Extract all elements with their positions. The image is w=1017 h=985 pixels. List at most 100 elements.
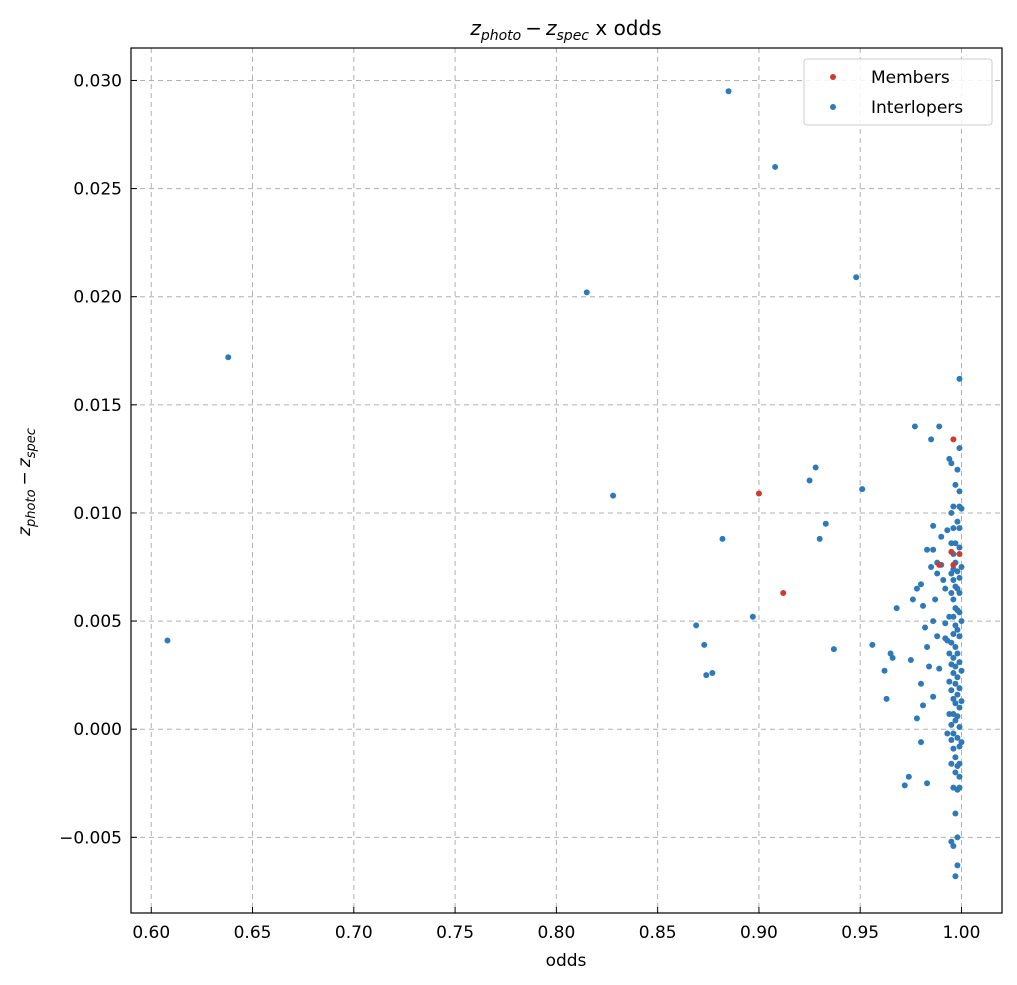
point-interlopers (942, 585, 949, 592)
point-interlopers (901, 782, 908, 789)
point-interlopers (948, 589, 955, 596)
point-interlopers (952, 754, 959, 761)
point-interlopers (956, 633, 963, 640)
data-points (164, 88, 965, 880)
point-interlopers (946, 650, 953, 657)
point-interlopers (940, 576, 947, 583)
point-interlopers (930, 618, 937, 625)
point-interlopers (950, 631, 957, 638)
point-interlopers (950, 613, 957, 620)
point-interlopers (853, 274, 860, 281)
point-interlopers (948, 460, 955, 467)
point-interlopers (954, 713, 961, 720)
point-members (956, 551, 963, 558)
point-interlopers (950, 669, 957, 676)
point-interlopers (954, 626, 961, 633)
point-interlopers (950, 654, 957, 661)
point-interlopers (952, 540, 959, 547)
point-interlopers (948, 721, 955, 728)
x-tick-label: 0.65 (234, 923, 272, 943)
point-interlopers (958, 698, 965, 705)
point-interlopers (822, 520, 829, 527)
point-interlopers (958, 618, 965, 625)
point-interlopers (956, 773, 963, 780)
point-interlopers (930, 546, 937, 553)
point-interlopers (956, 704, 963, 711)
point-interlopers (952, 810, 959, 817)
point-interlopers (956, 589, 963, 596)
point-interlopers (944, 527, 951, 534)
point-interlopers (956, 784, 963, 791)
point-interlopers (950, 503, 957, 510)
point-interlopers (913, 585, 920, 592)
point-interlopers (942, 620, 949, 627)
point-interlopers (958, 739, 965, 746)
point-interlopers (954, 691, 961, 698)
x-tick-label: 0.60 (132, 923, 170, 943)
point-interlopers (946, 678, 953, 685)
point-interlopers (913, 715, 920, 722)
point-interlopers (924, 780, 931, 787)
point-interlopers (928, 436, 935, 443)
y-tick-label: 0.005 (73, 612, 122, 632)
point-members (950, 436, 957, 443)
point-interlopers (956, 574, 963, 581)
chart-title: zphoto − zspec x odds (469, 16, 661, 44)
point-interlopers (583, 289, 590, 296)
x-axis-label: odds (546, 951, 587, 971)
point-interlopers (956, 488, 963, 495)
y-tick-label: 0.015 (73, 396, 122, 416)
point-interlopers (225, 354, 232, 361)
point-interlopers (954, 466, 961, 473)
point-interlopers (944, 730, 951, 737)
point-interlopers (917, 581, 924, 588)
legend-marker-interlopers (830, 104, 836, 110)
point-members (780, 589, 787, 596)
point-interlopers (952, 769, 959, 776)
point-interlopers (948, 509, 955, 516)
point-interlopers (907, 656, 914, 663)
y-tick-label: 0.025 (73, 180, 122, 200)
y-tick-label: 0.030 (73, 71, 122, 91)
point-interlopers (934, 570, 941, 577)
point-interlopers (812, 464, 819, 471)
point-interlopers (911, 423, 918, 430)
point-interlopers (936, 423, 943, 430)
point-interlopers (703, 672, 710, 679)
point-interlopers (952, 873, 959, 880)
x-tick-label: 0.85 (639, 923, 677, 943)
point-interlopers (883, 695, 890, 702)
point-interlopers (920, 602, 927, 609)
point-interlopers (948, 687, 955, 694)
point-interlopers (952, 700, 959, 707)
point-interlopers (950, 525, 957, 532)
point-members (755, 490, 762, 497)
point-interlopers (749, 613, 756, 620)
x-tick-label: 0.75 (436, 923, 474, 943)
point-interlopers (909, 596, 916, 603)
point-interlopers (952, 663, 959, 670)
point-interlopers (772, 163, 779, 170)
point-interlopers (956, 724, 963, 731)
legend-box (803, 58, 993, 126)
point-interlopers (930, 693, 937, 700)
point-interlopers (954, 862, 961, 869)
x-tick-label: 0.70 (335, 923, 373, 943)
y-tick-label: −0.005 (59, 828, 122, 848)
y-axis-label: zphoto−zspec (15, 428, 39, 537)
point-interlopers (956, 760, 963, 767)
point-interlopers (881, 667, 888, 674)
point-interlopers (948, 760, 955, 767)
point-interlopers (954, 734, 961, 741)
point-interlopers (956, 685, 963, 692)
point-interlopers (952, 481, 959, 488)
point-interlopers (806, 477, 813, 484)
point-interlopers (954, 568, 961, 575)
legend-label-members: Members (871, 68, 950, 88)
point-interlopers (952, 680, 959, 687)
y-tick-label: 0.020 (73, 288, 122, 308)
point-interlopers (869, 641, 876, 648)
point-interlopers (693, 622, 700, 629)
point-members (936, 561, 943, 568)
